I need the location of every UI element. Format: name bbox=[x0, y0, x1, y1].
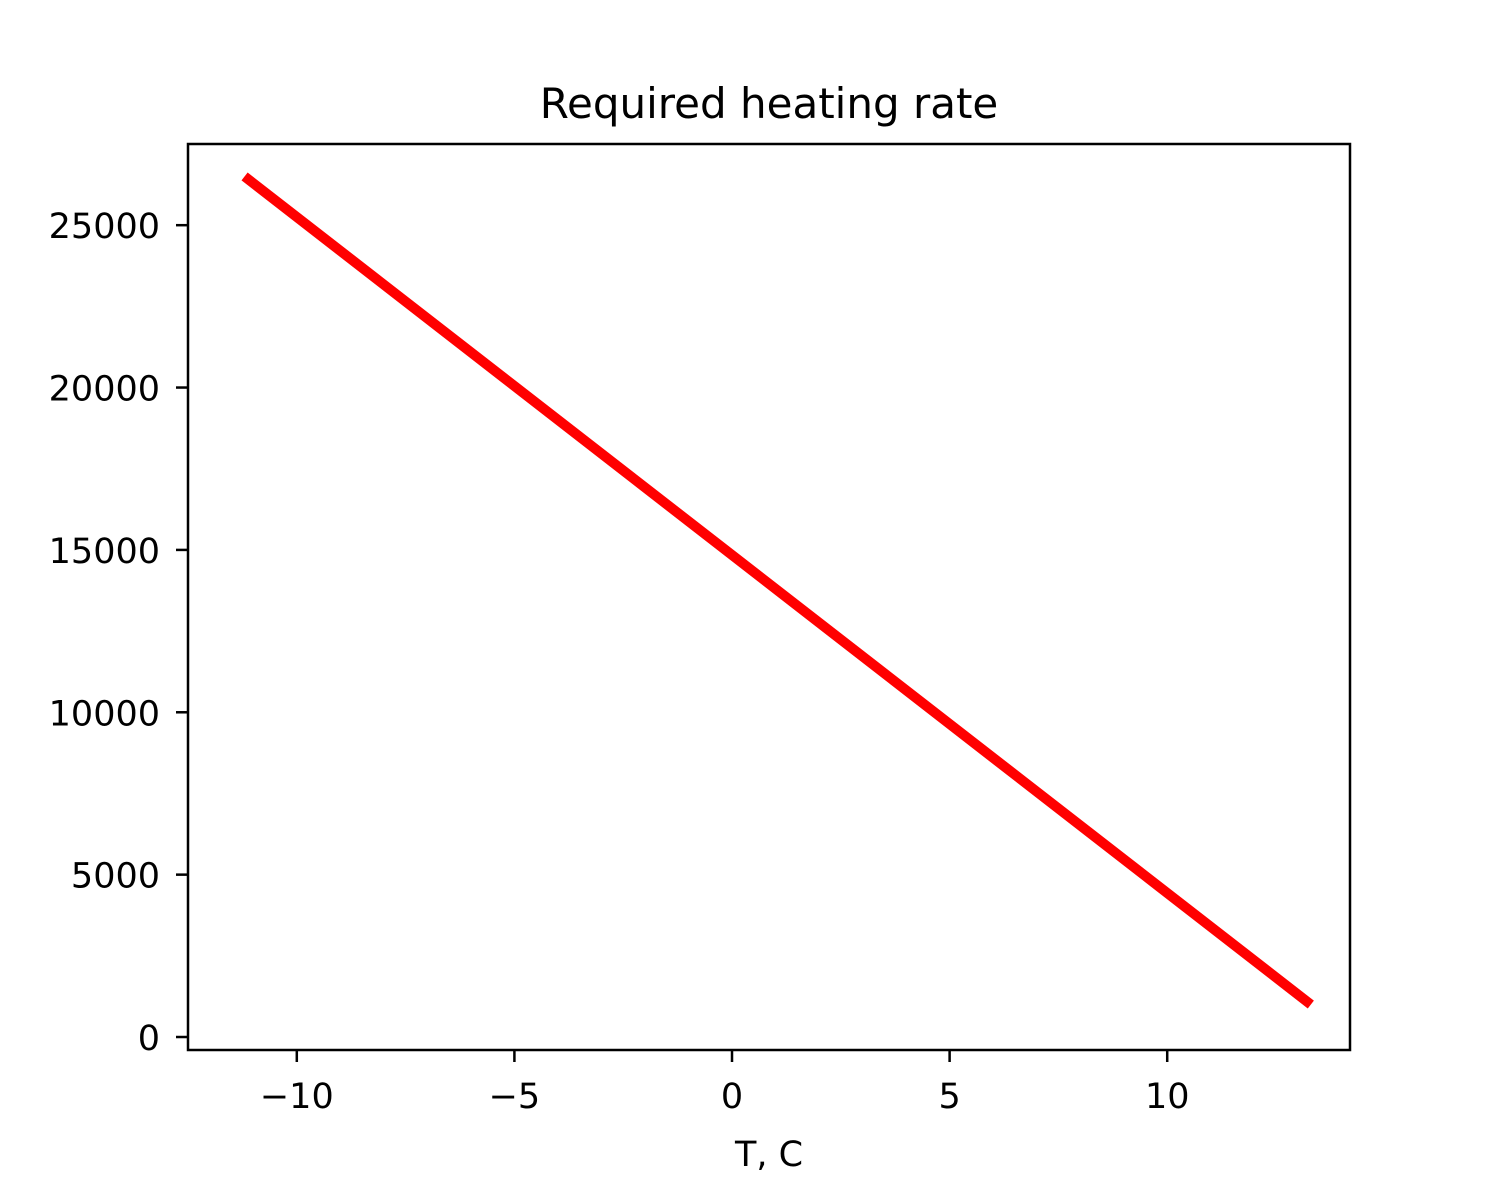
chart-title: Required heating rate bbox=[540, 79, 999, 128]
y-axis-ticks: 0 5000 10000 15000 20000 25000 bbox=[49, 207, 188, 1059]
plot-area-frame bbox=[186, 142, 1352, 1052]
x-tick-label: 0 bbox=[721, 1077, 743, 1117]
y-tick-label: 25000 bbox=[49, 207, 160, 247]
x-tick-label: −5 bbox=[489, 1077, 541, 1117]
x-tick-label: 10 bbox=[1145, 1077, 1190, 1117]
y-tick-label: 15000 bbox=[49, 532, 160, 572]
x-tick-label: 5 bbox=[938, 1077, 960, 1117]
series-group bbox=[241, 172, 1314, 1009]
y-tick-label: 5000 bbox=[71, 857, 160, 897]
y-tick-label: 10000 bbox=[49, 694, 160, 734]
x-axis-ticks: −10 −5 0 5 10 bbox=[260, 1050, 1190, 1117]
x-axis-label: T, C bbox=[734, 1135, 803, 1175]
y-tick-label: 20000 bbox=[49, 370, 160, 410]
y-tick-label: 0 bbox=[138, 1019, 160, 1059]
series-line bbox=[241, 172, 1314, 1009]
x-tick-label: −10 bbox=[260, 1077, 334, 1117]
